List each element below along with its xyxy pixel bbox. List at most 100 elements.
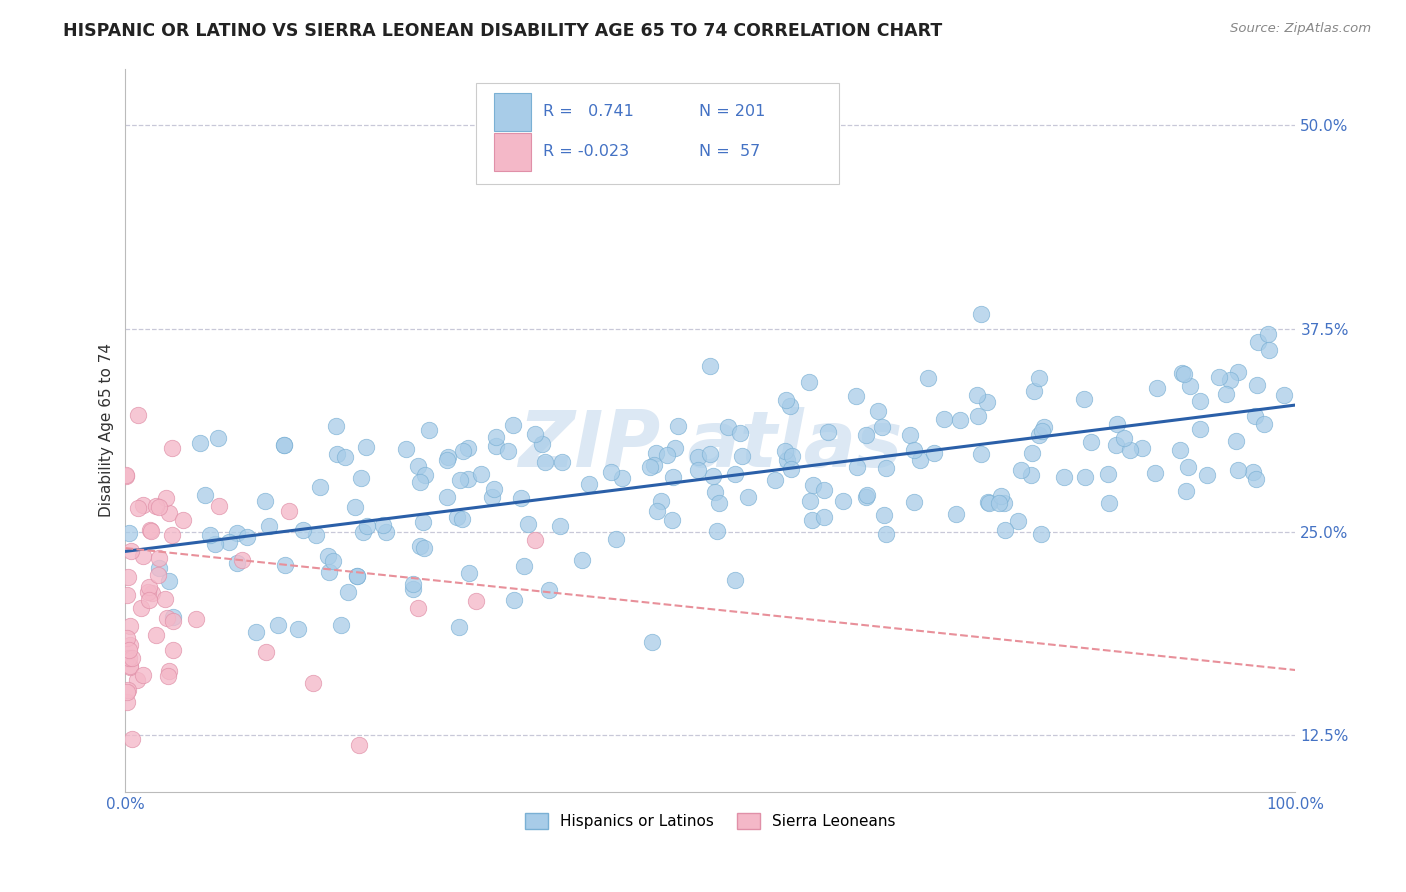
Point [115, 631, 138, 645]
Point [153, 591, 176, 606]
Point [309, 480, 332, 494]
Point [1107, 417, 1129, 431]
Point [571, 553, 593, 567]
Point [226, 526, 249, 541]
Point [1097, 467, 1119, 481]
Point [979, 495, 1001, 509]
Point [127, 501, 149, 516]
Point [498, 444, 520, 458]
Point [699, 359, 721, 373]
Point [922, 446, 945, 460]
Text: N =  57: N = 57 [699, 145, 761, 159]
Point [686, 463, 709, 477]
Point [813, 510, 835, 524]
Point [318, 566, 340, 580]
Point [406, 459, 429, 474]
Point [917, 371, 939, 385]
Point [1146, 381, 1168, 395]
Point [148, 561, 170, 575]
Point [775, 444, 797, 458]
Point [157, 664, 180, 678]
Point [409, 539, 432, 553]
Point [208, 499, 231, 513]
Point [278, 504, 301, 518]
Point [447, 620, 470, 634]
Point [120, 659, 142, 673]
Point [254, 645, 277, 659]
Point [731, 449, 754, 463]
Point [523, 533, 546, 547]
Point [418, 423, 440, 437]
Point [120, 544, 142, 558]
Point [502, 593, 524, 607]
Point [235, 531, 257, 545]
Point [846, 459, 869, 474]
Point [139, 524, 162, 538]
Point [436, 452, 458, 467]
Point [184, 612, 207, 626]
Point [900, 427, 922, 442]
Point [118, 651, 141, 665]
Point [148, 500, 170, 515]
Point [643, 458, 665, 472]
Point [125, 673, 148, 688]
Point [949, 412, 972, 426]
Point [1246, 378, 1268, 392]
Point [481, 490, 503, 504]
Point [699, 447, 721, 461]
Point [855, 427, 877, 442]
Point [1253, 417, 1275, 431]
Point [1028, 370, 1050, 384]
Point [934, 411, 956, 425]
Point [131, 601, 153, 615]
Point [127, 409, 149, 423]
Point [349, 738, 371, 752]
Point [115, 467, 138, 482]
Point [457, 441, 479, 455]
Point [780, 449, 803, 463]
Point [188, 436, 211, 450]
Point [451, 443, 474, 458]
Point [1074, 470, 1097, 484]
Point [966, 388, 988, 402]
Point [640, 634, 662, 648]
Point [457, 566, 479, 580]
Point [1195, 468, 1218, 483]
Point [1080, 435, 1102, 450]
Point [776, 452, 799, 467]
Point [1053, 470, 1076, 484]
Point [644, 446, 666, 460]
Point [162, 442, 184, 456]
Point [537, 583, 560, 598]
Point [903, 443, 925, 458]
Point [728, 425, 751, 440]
Point [132, 549, 155, 563]
Point [1247, 335, 1270, 350]
Point [1130, 442, 1153, 456]
Point [801, 513, 824, 527]
Point [301, 676, 323, 690]
Point [162, 610, 184, 624]
Point [465, 594, 488, 608]
Point [346, 569, 368, 583]
Point [970, 307, 993, 321]
Point [870, 420, 893, 434]
Point [114, 651, 136, 665]
Point [374, 525, 396, 540]
Point [322, 553, 344, 567]
Point [813, 483, 835, 497]
FancyBboxPatch shape [494, 133, 531, 170]
Y-axis label: Disability Age 65 to 74: Disability Age 65 to 74 [100, 343, 114, 517]
Point [148, 550, 170, 565]
Point [267, 618, 290, 632]
Point [350, 471, 373, 485]
Point [873, 508, 896, 523]
Point [204, 537, 226, 551]
Point [257, 519, 280, 533]
Point [325, 419, 347, 434]
Point [485, 430, 508, 444]
Point [1112, 431, 1135, 445]
Point [120, 619, 142, 633]
Point [118, 526, 141, 541]
Text: N = 201: N = 201 [699, 104, 765, 120]
